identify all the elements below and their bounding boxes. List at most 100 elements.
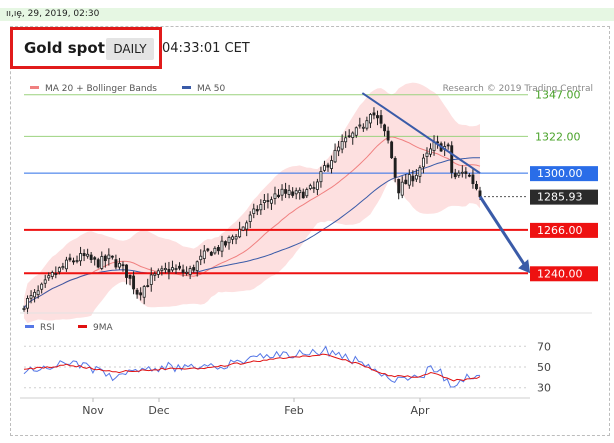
- x-label-apr: Apr: [410, 404, 430, 417]
- legend-ma50-label: MA 50: [197, 84, 226, 94]
- candle: [277, 189, 280, 199]
- candle-body: [418, 167, 422, 177]
- candle-body: [224, 241, 227, 246]
- candle: [400, 176, 404, 199]
- candle-body: [40, 283, 44, 290]
- level-label-2: 1300.00: [537, 167, 583, 180]
- candle-body: [153, 273, 157, 276]
- candle-body: [397, 179, 401, 194]
- candle-body: [340, 141, 344, 150]
- candle-body: [315, 181, 319, 190]
- candle: [206, 247, 210, 253]
- candle: [450, 141, 454, 179]
- instrument-title: Gold spot: [24, 39, 105, 57]
- candle: [142, 284, 146, 305]
- candle-body: [414, 174, 418, 180]
- candle-body: [202, 250, 206, 260]
- candle: [294, 187, 298, 200]
- title-highlight-box: [10, 27, 162, 69]
- candle: [47, 272, 51, 281]
- candle: [379, 109, 383, 129]
- candle: [365, 116, 369, 131]
- candle-body: [344, 137, 348, 143]
- candle: [393, 156, 397, 183]
- candle: [351, 131, 355, 145]
- candle: [224, 240, 227, 248]
- candle: [407, 169, 411, 189]
- date-bar: ıı,ıȩ, 29, 2019, 02:30: [0, 8, 614, 21]
- candle-body: [475, 183, 478, 190]
- candle: [86, 248, 90, 259]
- candle: [269, 196, 273, 210]
- candle: [312, 181, 316, 193]
- candle-body: [478, 190, 482, 198]
- x-axis: Nov Dec Feb Apr: [82, 398, 430, 417]
- candle: [93, 256, 97, 266]
- candle-body: [453, 172, 457, 178]
- candle: [354, 126, 358, 138]
- period-button[interactable]: DAILY: [106, 38, 154, 60]
- candle: [414, 169, 418, 183]
- candle-body: [188, 268, 192, 276]
- candle: [301, 188, 305, 199]
- candle: [227, 235, 231, 250]
- candle-body: [393, 158, 397, 178]
- level-label-5: 1240.00: [537, 267, 583, 280]
- candle-body: [467, 174, 471, 177]
- resistance-trendline: [361, 92, 481, 174]
- candle-body: [248, 214, 252, 222]
- ma20-line: [23, 136, 481, 309]
- candle-body: [125, 264, 128, 278]
- candle: [185, 266, 189, 276]
- candle: [464, 167, 468, 179]
- candle-body: [429, 148, 432, 155]
- date-label: ıı,ıȩ, 29, 2019, 02:30: [6, 9, 100, 19]
- candle: [181, 264, 185, 277]
- candle-body: [460, 171, 464, 174]
- candle: [33, 289, 37, 303]
- candle-body: [139, 292, 143, 296]
- rsi-tick-50: 50: [537, 361, 551, 374]
- x-label-feb: Feb: [284, 404, 303, 417]
- candle: [262, 193, 266, 211]
- candlesticks: [22, 107, 482, 315]
- candle: [209, 250, 213, 257]
- candle: [117, 257, 121, 270]
- trend-annotations: [361, 92, 531, 274]
- candle-body: [110, 255, 114, 258]
- candle-body: [68, 257, 72, 261]
- candle-body: [206, 248, 210, 251]
- candle-body: [33, 291, 37, 298]
- candle-body: [128, 274, 132, 279]
- candle: [326, 162, 330, 172]
- candle-body: [379, 115, 383, 124]
- candle: [26, 295, 29, 315]
- candle: [178, 262, 181, 271]
- level-label-1: 1322.00: [535, 130, 581, 143]
- candle: [390, 140, 394, 160]
- candle-body: [234, 236, 238, 240]
- candle-body: [231, 236, 235, 240]
- candle-body: [22, 307, 26, 310]
- candle-body: [464, 171, 468, 174]
- candle-body: [178, 265, 181, 269]
- candle: [216, 244, 220, 255]
- candle-body: [390, 141, 394, 159]
- candle: [248, 211, 252, 229]
- candle-body: [354, 127, 358, 136]
- credit-text: Research © 2019 Trading Central: [443, 84, 593, 94]
- candle-body: [146, 285, 150, 287]
- candle-body: [174, 268, 178, 270]
- candle-body: [167, 268, 171, 273]
- candle-body: [209, 251, 213, 256]
- candle: [358, 117, 362, 129]
- candle: [75, 255, 79, 264]
- candle: [340, 134, 344, 154]
- candle: [266, 193, 270, 209]
- legend-ma50-swatch: [182, 86, 191, 89]
- candle-body: [471, 174, 475, 185]
- candle-body: [43, 279, 47, 284]
- candle-body: [163, 268, 167, 271]
- candle-body: [404, 179, 408, 185]
- price-levels: 1347.00 1322.00 1300.00 1285.93 1266.00 1240.…: [24, 89, 598, 282]
